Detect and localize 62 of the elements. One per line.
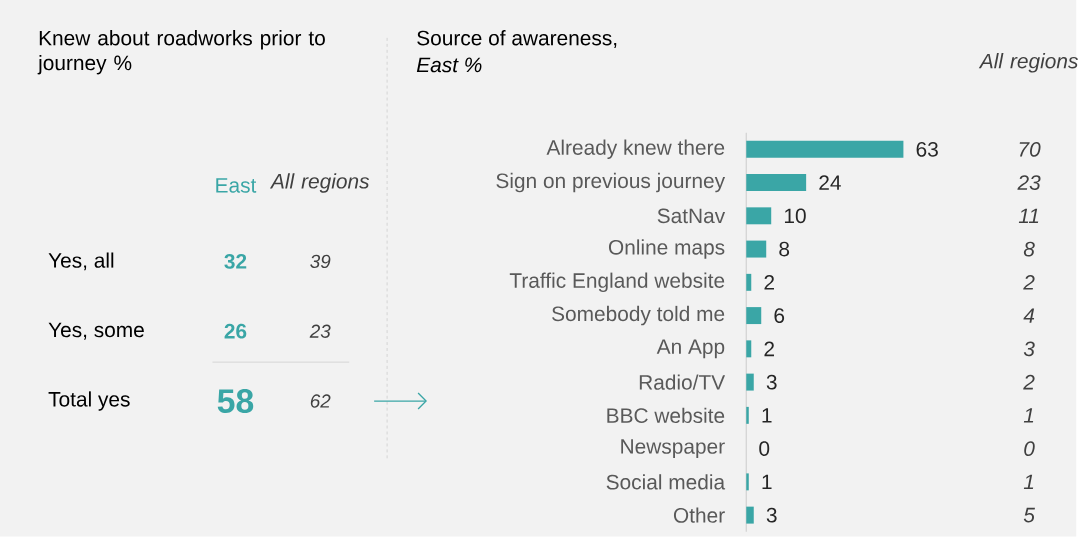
data-label: 3 (766, 374, 777, 390)
text: 70 (1019, 142, 1041, 157)
data-label: 3 (766, 507, 777, 523)
bar (746, 340, 752, 358)
data-label: 32 (224, 254, 247, 269)
y-tick-label: SatNav (657, 208, 726, 224)
data-label: 1 (762, 408, 772, 423)
category-label: Yes, all (48, 252, 114, 271)
text: 2 (1023, 275, 1035, 290)
data-label: 23 (309, 324, 331, 339)
bar (746, 140, 904, 158)
bar (746, 273, 752, 291)
y-tick-label: Other (673, 507, 725, 523)
bar (746, 307, 762, 325)
bar (746, 240, 767, 258)
bar (746, 174, 807, 192)
data-label: 2 (764, 275, 774, 290)
y-tick-label: Radio/TV (639, 374, 726, 390)
data-label: 62 (310, 394, 331, 408)
text: Source of awareness, (417, 30, 617, 49)
bar (746, 373, 754, 391)
y-tick-label: Somebody told me (552, 305, 725, 326)
bar (746, 506, 754, 524)
text: All regions (978, 53, 1078, 73)
bar (746, 407, 749, 424)
data-label: 8 (779, 241, 790, 257)
text: Knew about roadworks prior to journey % (37, 30, 325, 75)
data-label: 6 (774, 308, 785, 324)
legend-label: All regions (269, 173, 370, 193)
y-tick-label: Traffic England website (509, 272, 725, 293)
y-tick-label: Online maps (608, 239, 725, 259)
data-label: 0 (759, 441, 770, 457)
y-tick-label: Newspaper (621, 439, 725, 459)
data-label: 2 (764, 341, 774, 357)
text: 3 (1023, 341, 1035, 357)
legend-label: East (216, 178, 257, 193)
bar (746, 473, 749, 491)
y-tick-label: Sign on previous journey (496, 172, 726, 193)
y-tick-label: Already knew there (546, 139, 725, 160)
data-label: 26 (224, 323, 247, 339)
text: 4 (1023, 308, 1035, 323)
text: 11 (1018, 208, 1039, 224)
bar (746, 207, 772, 225)
data-label: 58 (217, 389, 254, 414)
text: 1 (1023, 474, 1034, 490)
text: 23 (1017, 175, 1041, 191)
text: 1 (1023, 408, 1034, 423)
text: 0 (1024, 441, 1035, 457)
y-tick-label: An App (656, 339, 725, 359)
data-label: 10 (784, 208, 806, 224)
data-label: 1 (762, 474, 772, 490)
y-tick-label: Social media (606, 474, 726, 490)
text: 5 (1023, 507, 1035, 523)
text: 8 (1023, 241, 1035, 257)
data-label: 63 (916, 142, 938, 157)
text: East % (416, 57, 482, 73)
category-label: Total yes (48, 391, 130, 411)
category-label: Yes, some (48, 322, 144, 340)
text: 2 (1023, 374, 1035, 390)
y-tick-label: BBC website (607, 407, 725, 424)
data-label: 24 (819, 175, 841, 190)
data-label: 39 (310, 254, 331, 269)
